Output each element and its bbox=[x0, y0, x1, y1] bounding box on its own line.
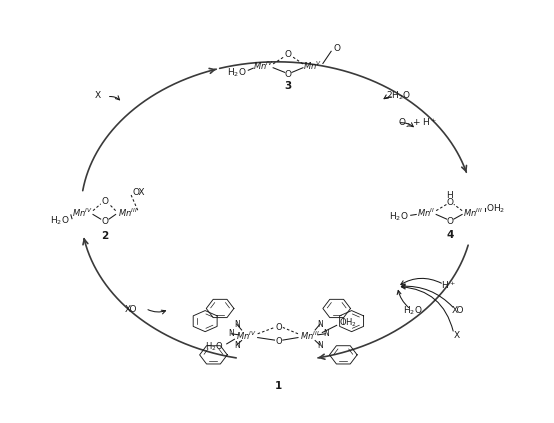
Text: O: O bbox=[275, 337, 281, 346]
Text: N: N bbox=[317, 341, 323, 350]
Text: O: O bbox=[333, 44, 340, 53]
Text: Mn$^{IV}$: Mn$^{IV}$ bbox=[236, 330, 257, 342]
Text: 1: 1 bbox=[274, 382, 282, 391]
Text: O: O bbox=[275, 323, 281, 332]
Text: 2H$_2$O: 2H$_2$O bbox=[386, 89, 411, 102]
Text: O: O bbox=[447, 198, 454, 207]
Text: O: O bbox=[447, 217, 454, 226]
Text: OH$_2$: OH$_2$ bbox=[486, 202, 505, 215]
Text: O: O bbox=[285, 70, 291, 79]
Text: Mn$^{II}$: Mn$^{II}$ bbox=[417, 206, 435, 219]
Text: N: N bbox=[228, 329, 234, 338]
Text: H$_2$O: H$_2$O bbox=[227, 66, 247, 79]
Text: H$_2$O: H$_2$O bbox=[403, 304, 422, 317]
Text: Mn$^{V}$: Mn$^{V}$ bbox=[304, 60, 322, 72]
Text: H$^+$: H$^+$ bbox=[441, 280, 455, 291]
Text: OX: OX bbox=[132, 188, 145, 197]
Text: O: O bbox=[285, 50, 291, 59]
Text: XO: XO bbox=[124, 305, 137, 314]
Text: X: X bbox=[454, 331, 460, 341]
Text: 4: 4 bbox=[447, 230, 454, 240]
Text: OH$_2$: OH$_2$ bbox=[338, 317, 357, 330]
Text: Mn$^{III}$: Mn$^{III}$ bbox=[463, 206, 483, 219]
Text: N: N bbox=[234, 319, 239, 329]
Text: N: N bbox=[323, 329, 329, 338]
Text: 2: 2 bbox=[101, 231, 108, 242]
Text: Mn$^{III}$: Mn$^{III}$ bbox=[118, 206, 137, 219]
Text: X: X bbox=[94, 91, 100, 100]
Text: H$_2$O: H$_2$O bbox=[206, 340, 224, 353]
Text: Mn$^{IV}$: Mn$^{IV}$ bbox=[71, 206, 93, 219]
Text: H$_2$O: H$_2$O bbox=[389, 211, 408, 223]
Text: H$_2$O: H$_2$O bbox=[50, 214, 70, 227]
Text: 3: 3 bbox=[284, 81, 291, 91]
Text: Mn$^{III}$: Mn$^{III}$ bbox=[300, 330, 320, 342]
Text: O$_2$ + H$^+$: O$_2$ + H$^+$ bbox=[398, 117, 438, 130]
Text: XO: XO bbox=[452, 306, 464, 315]
Text: O: O bbox=[101, 197, 108, 206]
Text: N: N bbox=[317, 319, 323, 329]
Text: H: H bbox=[447, 190, 453, 200]
Text: N: N bbox=[234, 341, 239, 350]
Text: O: O bbox=[101, 217, 108, 226]
Text: Mn$^{IV}$: Mn$^{IV}$ bbox=[253, 60, 274, 72]
